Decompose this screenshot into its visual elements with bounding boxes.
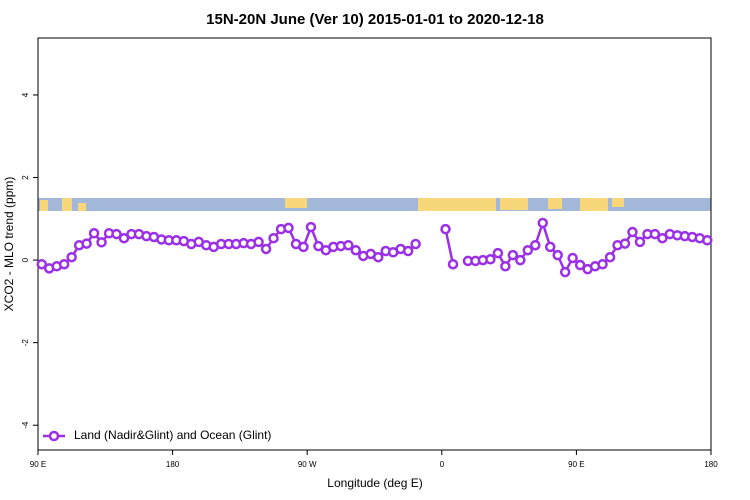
land-patch <box>78 203 86 211</box>
legend-label: Land (Nadir&Glint) and Ocean (Glint) <box>74 428 271 442</box>
x-tick-label: 180 <box>166 460 180 469</box>
chart-title: 15N-20N June (Ver 10) 2015-01-01 to 2020… <box>206 11 544 28</box>
point <box>604 251 616 263</box>
land-patch <box>285 198 307 208</box>
point <box>111 228 122 240</box>
point <box>305 221 317 233</box>
y-tick-label: 4 <box>21 92 30 97</box>
y-axis-label: XCO2 - MLO trend (ppm) <box>2 177 16 312</box>
point <box>96 237 107 248</box>
point <box>283 222 294 234</box>
point <box>66 251 77 263</box>
point <box>574 259 586 271</box>
point <box>298 241 309 253</box>
point <box>552 249 563 261</box>
point <box>567 252 578 264</box>
plot-frame <box>37 37 712 451</box>
y-tick-label: 0 <box>21 257 30 262</box>
point <box>402 245 414 257</box>
legend-marker <box>48 430 60 442</box>
point <box>649 228 661 240</box>
point <box>634 236 646 248</box>
land-patch <box>62 198 72 211</box>
point <box>36 258 47 270</box>
point <box>343 239 354 251</box>
point <box>702 235 713 246</box>
x-tick-label: 90 E <box>30 460 46 469</box>
point <box>58 258 70 270</box>
point <box>597 258 608 270</box>
point <box>619 238 631 249</box>
land-patch <box>500 198 528 210</box>
land-patch <box>40 200 48 211</box>
point <box>260 243 272 255</box>
land-patch <box>580 198 608 211</box>
point <box>515 254 526 266</box>
point <box>372 251 384 263</box>
point <box>118 232 130 244</box>
land-patch <box>418 198 496 211</box>
point <box>313 240 324 252</box>
y-tick-label: -4 <box>21 421 30 429</box>
x-tick-label: 90 W <box>298 460 317 469</box>
point <box>500 261 511 272</box>
point <box>537 217 548 229</box>
series-line <box>444 228 455 265</box>
x-tick-label: 0 <box>440 460 445 469</box>
point <box>253 236 264 248</box>
point <box>559 266 571 278</box>
point <box>530 239 541 251</box>
land-patch <box>612 198 624 207</box>
point <box>410 238 421 250</box>
point <box>88 228 100 239</box>
ocean-strip <box>38 198 711 211</box>
point <box>627 226 638 238</box>
point <box>492 247 504 259</box>
point <box>657 232 668 244</box>
point <box>268 232 279 244</box>
land-patch <box>548 198 562 209</box>
point <box>447 258 459 270</box>
point <box>81 238 92 249</box>
y-tick-label: 2 <box>21 175 30 180</box>
x-tick-label: 180 <box>704 460 718 469</box>
point <box>485 254 496 265</box>
y-tick-label: -2 <box>21 339 30 347</box>
point <box>522 244 534 256</box>
point <box>440 223 451 235</box>
point <box>350 244 362 256</box>
point <box>544 241 556 253</box>
x-axis-label: Longitude (deg E) <box>327 476 422 490</box>
point <box>507 249 519 261</box>
x-tick-label: 90 E <box>568 460 584 469</box>
map-strip <box>38 198 711 211</box>
